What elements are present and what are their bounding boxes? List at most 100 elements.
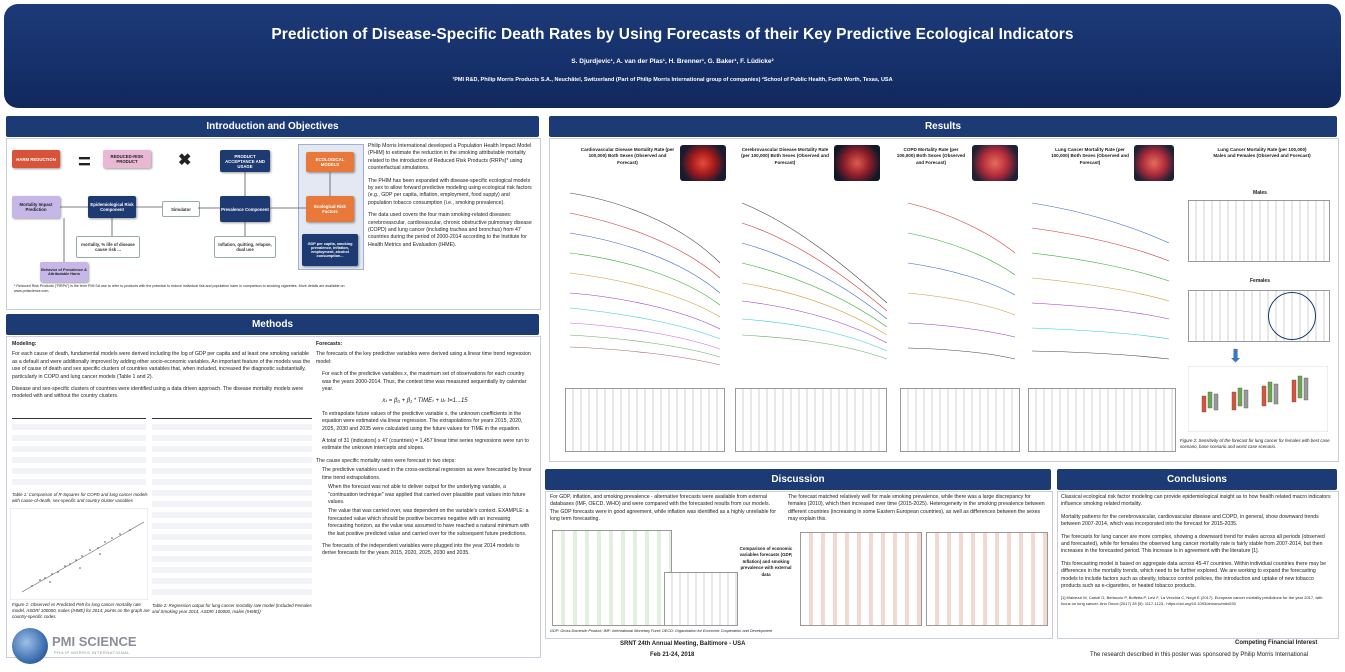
forecasts-bullet-2: To extrapolate future values of the pred…	[322, 410, 523, 432]
conclusion-3: The forecasts for lung cancer are more c…	[1061, 533, 1325, 555]
ecological-risk-box: Ecological Risk Factors	[306, 196, 354, 222]
chart-title-lung: Lung Cancer Mortality Rate (per 100,000)…	[1051, 147, 1129, 165]
intro-panel	[6, 138, 541, 310]
epi-risk-component-box: Epidemiological Risk Component	[88, 196, 136, 218]
males-label: Males	[1253, 190, 1267, 196]
sensitivity-chart	[1188, 366, 1328, 432]
title-banner: Prediction of Disease-Specific Death Rat…	[4, 4, 1341, 108]
inflation-comparison-chart	[664, 572, 738, 626]
box-plot-males	[1188, 200, 1330, 262]
discussion-paragraph-2: The forecast matched relatively well for…	[788, 494, 1045, 523]
smoking-males-chart	[800, 532, 922, 626]
forecasts-paragraph-1: The forecasts of the key predictive vari…	[316, 351, 531, 365]
reduced-risk-product-box: REDUCED-RISK PRODUCT	[103, 150, 151, 168]
discussion-paragraph-1: For GDP, inflation, and smoking prevalen…	[550, 494, 776, 523]
line-chart-cerebrovascular	[732, 183, 894, 379]
figure-2-caption: Figure 2: Sensitivity of the forecast fo…	[1180, 438, 1330, 449]
table-1-body	[12, 419, 146, 489]
table-1-caption: Table 1: Comparison of R-Squares for COP…	[12, 492, 148, 503]
modeling-heading: Modeling:	[12, 341, 37, 347]
comparison-label: Comparison of economic variables forecas…	[739, 546, 793, 577]
logo-text: PMI SCIENCE	[52, 634, 137, 649]
line-chart-lung	[1024, 183, 1176, 379]
modeling-text: Modeling: For each cause of death, funda…	[12, 341, 312, 406]
product-adoption-box: PRODUCT ACCEPTANCE AND USAGE	[220, 150, 270, 172]
poster-title: Prediction of Disease-Specific Death Rat…	[271, 26, 1074, 43]
step-1a: When the forecast was not able to delive…	[328, 484, 526, 505]
multiply-sign: ✖	[178, 152, 192, 169]
step-1b: The value that was carried over, was dep…	[328, 508, 530, 537]
chart-title-cardiovascular: Cardiovascular Disease Mortality Rate (p…	[580, 147, 675, 165]
line-chart-cardiovascular	[560, 183, 730, 379]
intro-text: Philip Morris International developed a …	[368, 143, 533, 254]
forecasts-heading: Forecasts:	[316, 341, 343, 347]
prevalence-component-box: Prevalence Component	[220, 196, 270, 222]
chart-title-cerebrovascular: Cerebrovascular Disease Mortality Rate (…	[741, 147, 829, 165]
sponsor-statement: The research described in this poster wa…	[1090, 652, 1309, 658]
harm-reduction-box: HARM REDUCTION	[12, 150, 60, 168]
section-methods-header: Methods	[6, 314, 539, 335]
gdp-comparison-chart	[552, 530, 672, 626]
forecasts-bullet-1: For each of the predictive variables x, …	[322, 371, 527, 393]
lungs-image	[972, 145, 1018, 181]
conclusion-2: Mortality patterns for the cerebrovascul…	[1061, 513, 1319, 528]
mortality-impact-box: Mortality Impact Prediction	[12, 196, 60, 218]
smoking-females-chart	[926, 532, 1048, 626]
simulator-box: Simulator	[162, 201, 200, 217]
section-conclusions-header: Conclusions	[1057, 469, 1337, 490]
line-chart-copd	[900, 183, 1020, 379]
step-1: The predictive variables used in the cro…	[322, 467, 532, 481]
step-2: The forecasts of the independent variabl…	[322, 542, 520, 557]
pmi-logo-icon	[12, 628, 48, 664]
section-discussion-header: Discussion	[545, 469, 1051, 490]
box-plot-lung	[1028, 388, 1176, 452]
equals-sign: =	[78, 149, 91, 174]
lung-cancer-image	[1134, 145, 1174, 181]
table-2-body	[152, 419, 312, 599]
conclusions-text: Classical ecological risk factor modelin…	[1061, 494, 1333, 611]
down-arrow-icon: ⬇	[1228, 346, 1244, 366]
table-1	[12, 418, 146, 489]
meeting-name: SRNT 24th Annual Meeting, Baltimore - US…	[620, 641, 746, 647]
section-results-header: Results	[549, 116, 1337, 137]
chart-title-copd: COPD Mortality Rate (per 100,000) Both S…	[896, 147, 966, 165]
reference-1: [1] Malvezzi M, Carioli G, Bertuccio P, …	[1061, 595, 1323, 606]
conclusion-4: This forecasting model is based on aggre…	[1061, 560, 1326, 590]
females-label: Females	[1249, 278, 1270, 284]
logo-subtext: PHILIP MORRIS INTERNATIONAL	[54, 650, 131, 655]
competing-interest-title: Competing Financial Interest	[1235, 640, 1318, 646]
meeting-dates: Feb 21-24, 2018	[650, 652, 695, 658]
brain-image	[834, 145, 880, 181]
ecological-models-box: ECOLOGICAL MODELS	[306, 152, 354, 172]
modeling-paragraph-1: For each cause of death, fundamental mod…	[12, 351, 311, 380]
inflation-note: Inflation, quitting, relapse, dual use	[214, 236, 276, 258]
intro-footnote: * Reduced Risk Products ("RRPs") is the …	[14, 284, 345, 293]
box-plot-cardiovascular	[565, 388, 725, 452]
affiliations: ¹PMI R&D, Philip Morris Products S.A., N…	[452, 77, 893, 83]
section-intro-header: Introduction and Objectives	[6, 116, 539, 137]
highlight-circle	[1268, 292, 1316, 340]
author-list: S. Djurdjevic¹, A. van der Plas¹, H. Bre…	[571, 58, 774, 65]
modeling-paragraph-2: Disease and sex-specific clusters of cou…	[12, 386, 304, 400]
conclusion-1: Classical ecological risk factor modelin…	[1061, 494, 1331, 508]
lung-mf-title: Lung Cancer Mortality Rate (per 100,000)…	[1213, 147, 1311, 159]
box-plot-cerebrovascular	[735, 388, 887, 452]
table-2-caption: Table 2: Regression output for lung canc…	[152, 603, 312, 614]
figure-1-scatter	[10, 508, 148, 600]
forecasts-bullet-3: A total of 31 (indicators) x 47 (countri…	[322, 438, 529, 452]
intro-paragraph-2: The PHIM has been expanded with disease-…	[368, 177, 532, 206]
mortality-note: mortality, % life of disease cause risk …	[76, 236, 140, 258]
heart-image	[680, 145, 726, 181]
intro-paragraph-3: The data used covers the four main smoki…	[368, 212, 532, 248]
box-plot-copd	[900, 388, 1020, 452]
diagram-arrows	[60, 172, 331, 262]
forecasts-text: Forecasts: The forecasts of the key pred…	[316, 341, 534, 563]
intro-paragraph-1: Philip Morris International developed a …	[368, 143, 532, 172]
conclusions-panel	[1057, 491, 1339, 639]
steps-intro: The cause specific mortality rates were …	[316, 457, 456, 464]
forecast-equation: xₜ = β₀ + β₁ * TIMEₜ + uₜ t=1...15	[382, 398, 468, 405]
behavior-box: Behavior of Prevalence & Attributable Ha…	[40, 262, 88, 282]
table-2	[152, 418, 312, 599]
gdp-note: GDP per capita, smoking prevalence, infl…	[302, 234, 358, 266]
figure-1-caption: Figure 1: Observed vs Predicted PMI for …	[12, 602, 150, 619]
